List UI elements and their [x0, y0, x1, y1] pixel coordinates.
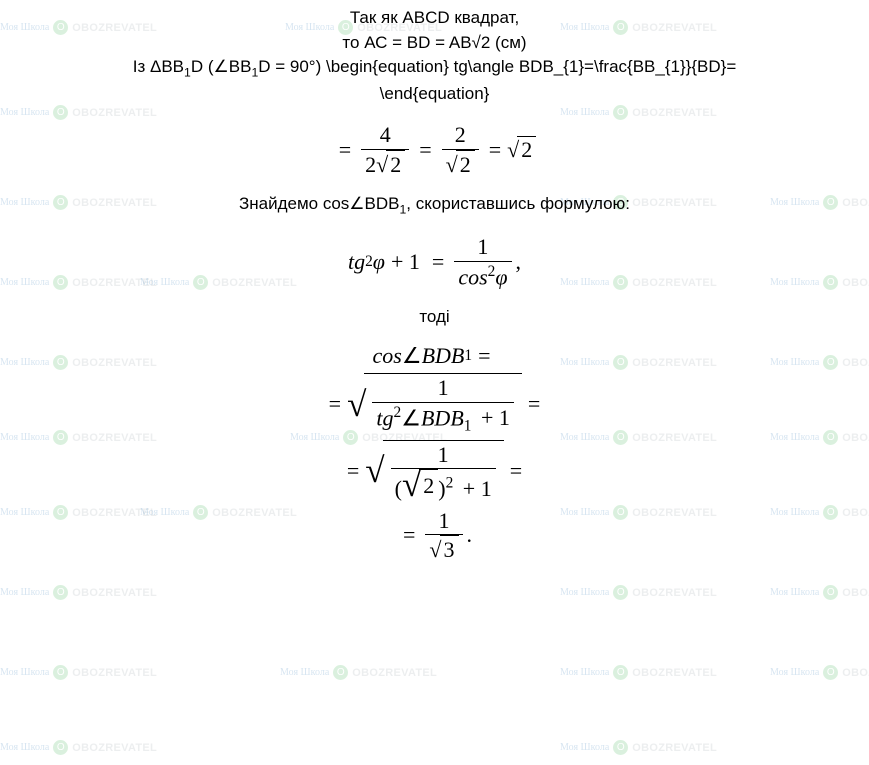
text-line-4: \end{equation}	[0, 82, 869, 107]
eq1-num2: 2	[451, 121, 470, 149]
eq3-D: D	[435, 343, 451, 369]
equation-2: tg2φ + 1 = 1 cos2φ ,	[0, 233, 869, 290]
eq3-ang: ∠	[402, 343, 422, 369]
eq4-num: 1	[434, 374, 453, 402]
eq2-cos: cos	[458, 264, 487, 289]
eq2-var: φ	[373, 249, 385, 275]
eq1-d1a: 2	[365, 152, 376, 177]
l5-a: Знайдемо cos∠BDB	[239, 194, 400, 213]
eq2-plus: + 1	[391, 249, 420, 275]
l3-mid1: D (∠BB	[191, 57, 252, 76]
equation-6: = 1 √3 .	[0, 507, 869, 564]
eq6-num: 1	[434, 507, 453, 535]
l3-sub1: 1	[184, 66, 191, 80]
text-line-3: Із ΔВВ1D (∠BB1D = 90°) \begin{equation} …	[0, 55, 869, 82]
text-line-1: Так як ABCD квадрат,	[0, 6, 869, 31]
eq6-den: 3	[440, 535, 459, 564]
eq3-cos: cos	[373, 343, 402, 369]
eq4-tg: tg	[376, 405, 393, 430]
text-line-2: то АС = BD = AB√2 (см)	[0, 31, 869, 56]
eq4-sub: 1	[464, 417, 472, 434]
eq5-plus: + 1	[463, 476, 492, 501]
eq1-d2: 2	[456, 150, 475, 179]
eq2-rnum: 1	[473, 233, 492, 261]
eq4-ang: ∠	[401, 405, 421, 430]
l3-pre: Із ΔВВ	[133, 57, 184, 76]
text-line-5: Знайдемо cos∠BDB1, скориставшись формуло…	[0, 192, 869, 219]
eq2-rvar: φ	[495, 264, 507, 289]
eq3-B2: B	[451, 343, 464, 369]
eq1-r: 2	[517, 136, 536, 163]
eq5-inner: 2	[419, 469, 438, 501]
eq5-num: 1	[434, 441, 453, 469]
eq4-B1: B	[421, 405, 434, 430]
eq5-pow: 2	[446, 475, 454, 492]
eq3-sub: 1	[464, 347, 472, 365]
equation-3: cos∠BDB1 =	[0, 343, 869, 369]
equation-5: = √ 1 (√2)2 + 1 =	[0, 440, 869, 503]
text-line-6: тоді	[0, 305, 869, 330]
eq4-D: D	[434, 405, 450, 430]
l3-mid2: D = 90°) \begin{equation} tg\angle BDB_{…	[258, 57, 736, 76]
equation-4: = √ 1 tg2∠BDB1 + 1 =	[0, 373, 869, 435]
eq2-tg: tg	[348, 249, 365, 275]
eq3-B1: B	[422, 343, 435, 369]
eq1-d1b: 2	[386, 150, 405, 179]
eq1-num1: 4	[376, 121, 395, 149]
equation-1: = 4 2√2 = 2 √2 = √2	[0, 121, 869, 178]
eq4-B2: B	[450, 405, 463, 430]
eq4-plus: + 1	[481, 405, 510, 430]
l5-b: , скориставшись формулою:	[406, 194, 630, 213]
